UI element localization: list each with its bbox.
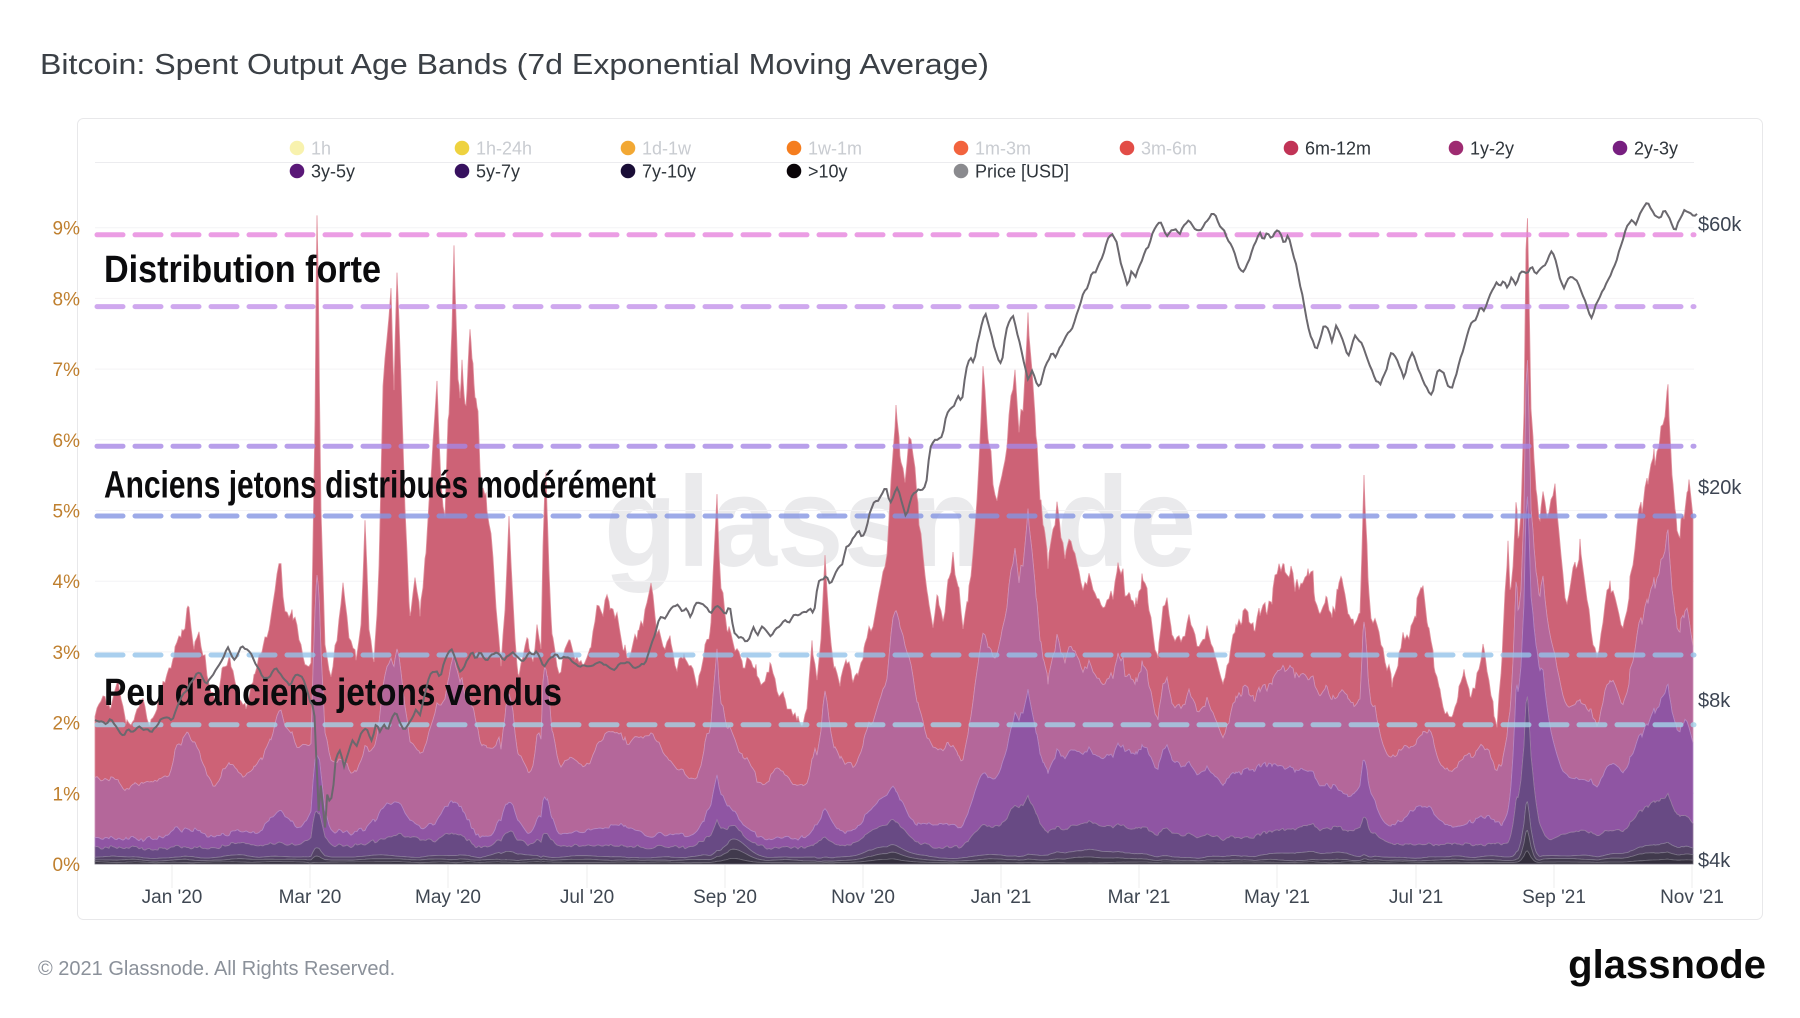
- svg-text:9%: 9%: [53, 219, 81, 240]
- svg-text:5y-7y: 5y-7y: [476, 162, 520, 182]
- svg-text:6%: 6%: [53, 431, 81, 452]
- svg-text:Jan '21: Jan '21: [971, 887, 1032, 908]
- svg-text:Distribution forte: Distribution forte: [104, 249, 381, 291]
- svg-text:5%: 5%: [53, 502, 81, 523]
- svg-text:Anciens jetons distribués modé: Anciens jetons distribués modérément: [104, 465, 656, 507]
- svg-text:1w-1m: 1w-1m: [808, 139, 862, 159]
- svg-text:2y-3y: 2y-3y: [1634, 139, 1678, 159]
- svg-text:Nov '21: Nov '21: [1660, 887, 1724, 908]
- svg-text:© 2021 Glassnode. All Rights R: © 2021 Glassnode. All Rights Reserved.: [38, 958, 395, 980]
- svg-text:1d-1w: 1d-1w: [642, 139, 692, 159]
- svg-text:1h-24h: 1h-24h: [476, 139, 532, 159]
- svg-text:$4k: $4k: [1698, 850, 1731, 872]
- svg-text:Mar '21: Mar '21: [1108, 887, 1171, 908]
- svg-text:6m-12m: 6m-12m: [1305, 139, 1371, 159]
- svg-text:>10y: >10y: [808, 162, 848, 182]
- svg-text:1h: 1h: [311, 139, 331, 159]
- svg-text:4%: 4%: [53, 572, 81, 593]
- svg-text:May '20: May '20: [415, 887, 481, 908]
- svg-text:Bitcoin: Spent Output Age Band: Bitcoin: Spent Output Age Bands (7d Expo…: [40, 49, 989, 81]
- svg-text:$8k: $8k: [1698, 690, 1731, 712]
- svg-text:7%: 7%: [53, 360, 81, 381]
- svg-text:3m-6m: 3m-6m: [1141, 139, 1197, 159]
- svg-text:Sep '21: Sep '21: [1522, 887, 1586, 908]
- svg-text:Jan '20: Jan '20: [142, 887, 203, 908]
- svg-text:Jul '20: Jul '20: [560, 887, 614, 908]
- svg-text:Price [USD]: Price [USD]: [975, 162, 1069, 182]
- svg-text:8%: 8%: [53, 289, 81, 310]
- svg-text:7y-10y: 7y-10y: [642, 162, 696, 182]
- svg-text:$20k: $20k: [1698, 477, 1742, 499]
- svg-text:1y-2y: 1y-2y: [1470, 139, 1514, 159]
- svg-text:May '21: May '21: [1244, 887, 1310, 908]
- svg-text:0%: 0%: [53, 855, 81, 876]
- svg-text:Sep '20: Sep '20: [693, 887, 757, 908]
- svg-text:Peu d'anciens jetons vendus: Peu d'anciens jetons vendus: [104, 672, 562, 714]
- svg-text:Nov '20: Nov '20: [831, 887, 895, 908]
- svg-text:1%: 1%: [53, 784, 81, 805]
- svg-text:$60k: $60k: [1698, 214, 1742, 236]
- svg-text:Jul '21: Jul '21: [1389, 887, 1443, 908]
- svg-text:2%: 2%: [53, 714, 81, 735]
- svg-text:3%: 3%: [53, 643, 81, 664]
- svg-text:Mar '20: Mar '20: [279, 887, 342, 908]
- svg-text:glassnode: glassnode: [1568, 943, 1766, 987]
- svg-text:3y-5y: 3y-5y: [311, 162, 355, 182]
- svg-text:1m-3m: 1m-3m: [975, 139, 1031, 159]
